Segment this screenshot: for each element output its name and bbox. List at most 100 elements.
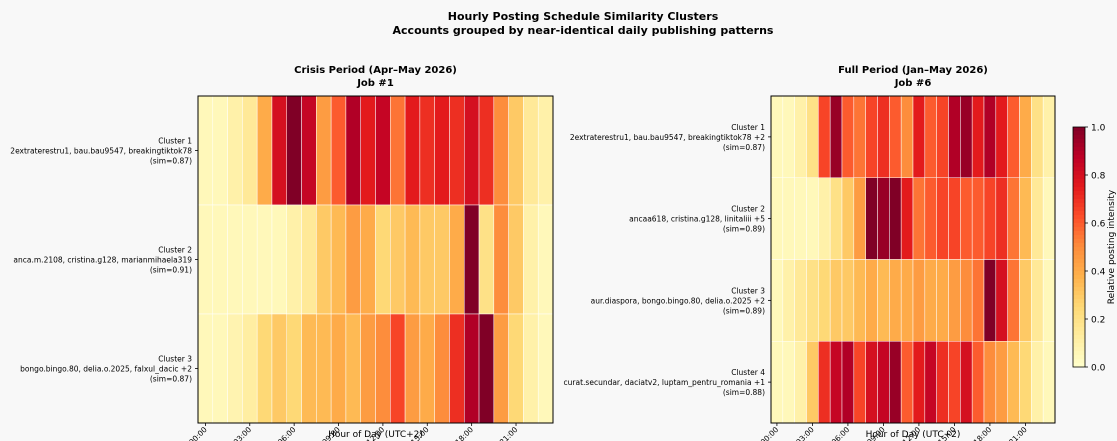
colorbar-swatch [1073, 195, 1085, 200]
heat-cell [995, 341, 1008, 424]
heat-cell [197, 204, 214, 315]
heat-cell [1031, 341, 1044, 424]
heat-cell [212, 204, 228, 315]
heat-cell [419, 204, 435, 315]
heat-cell [375, 204, 391, 315]
colorbar-swatch [1073, 251, 1085, 256]
heat-cell [995, 259, 1008, 342]
heat-cell [912, 259, 926, 342]
heat-cell [404, 95, 421, 206]
heat-cell [390, 204, 406, 315]
heat-cell [818, 341, 831, 424]
heat-cell [345, 95, 361, 206]
heat-cell [995, 95, 1008, 178]
heat-cell [478, 204, 495, 315]
heat-cell [286, 313, 302, 424]
heat-cell [829, 177, 843, 260]
axes-frame [197, 95, 554, 424]
heat-cell [345, 313, 361, 424]
heat-cell [960, 259, 973, 342]
heat-cell [256, 204, 273, 315]
heat-cell [948, 95, 961, 178]
colorbar-swatch [1073, 207, 1085, 212]
row-label: bongo.bingo.80, delia.o.2025, falxul_dac… [20, 365, 192, 374]
row-label: Cluster 1 [731, 123, 765, 132]
colorbar-swatch [1073, 295, 1085, 300]
heat-cell [316, 204, 332, 315]
heat-cell [806, 177, 819, 260]
heat-cell [1042, 259, 1056, 342]
heat-cell [971, 95, 985, 178]
heat-cell [404, 204, 421, 315]
row-label: anca.m.2108, cristina.g128, marianmihael… [13, 256, 192, 265]
colorbar-swatch [1073, 147, 1085, 152]
x-tick-label: 18:00 [453, 425, 475, 441]
colorbar-swatch [1073, 139, 1085, 144]
heat-cell [924, 95, 937, 178]
heat-cell [865, 95, 878, 178]
row-label: Cluster 2 [731, 205, 765, 214]
heat-cell [770, 341, 784, 424]
row-label: 2extraterestru1, bau.bau9547, breakingti… [570, 133, 765, 142]
figure-subtitle: Accounts grouped by near-identical daily… [393, 24, 774, 37]
colorbar-swatch [1073, 179, 1085, 184]
colorbar-swatch [1073, 299, 1085, 304]
row-label: 2extraterestru1, bau.bau9547, breakingti… [10, 147, 192, 156]
colorbar-swatch [1073, 323, 1085, 328]
colorbar-swatch [1073, 267, 1085, 272]
heat-cell [936, 177, 949, 260]
colorbar-label: Relative posting intensity [1107, 189, 1117, 304]
colorbar-swatch [1073, 287, 1085, 292]
heat-cell [853, 341, 866, 424]
heat-cell [877, 95, 890, 178]
colorbar-swatch [1073, 143, 1085, 148]
row-label: (sim=0.87) [723, 143, 765, 152]
x-tick-label: 03:00 [794, 425, 816, 441]
row-label: (sim=0.87) [150, 157, 192, 166]
heat-cell [889, 177, 902, 260]
heat-cell [227, 95, 243, 206]
heat-cell [936, 259, 949, 342]
row-label: Cluster 2 [158, 246, 192, 255]
heat-cell [286, 95, 302, 206]
axes-frame [770, 95, 1056, 424]
heat-cell [841, 259, 855, 342]
heat-cell [523, 313, 539, 424]
colorbar-swatch [1073, 263, 1085, 268]
heat-cell [523, 95, 539, 206]
colorbar-swatch [1073, 331, 1085, 336]
heat-cell [900, 177, 914, 260]
heat-cell [900, 341, 914, 424]
chart-title: Crisis Period (Apr–May 2026) [294, 65, 457, 76]
heat-cell [782, 341, 795, 424]
heat-cell [877, 177, 890, 260]
heat-cell [404, 313, 421, 424]
heat-cell [877, 341, 890, 424]
heat-cell [242, 313, 258, 424]
heat-cell [770, 95, 784, 178]
heat-cell [316, 313, 332, 424]
row-label: Cluster 4 [731, 368, 765, 377]
colorbar-swatch [1073, 239, 1085, 244]
heat-cell [806, 259, 819, 342]
heat-cell [256, 95, 273, 206]
heat-cell [1007, 95, 1020, 178]
heat-cell [375, 313, 391, 424]
colorbar-swatch [1073, 255, 1085, 260]
heat-cell [449, 95, 465, 206]
heat-cell [770, 259, 784, 342]
heat-cell [794, 259, 807, 342]
colorbar-swatch [1073, 219, 1085, 224]
heat-cell [889, 341, 902, 424]
colorbar-swatch [1073, 235, 1085, 240]
chart-title: Full Period (Jan–May 2026) [838, 65, 988, 76]
heat-cell [829, 341, 843, 424]
colorbar-swatch [1073, 131, 1085, 136]
heat-cell [1042, 341, 1056, 424]
colorbar-swatch [1073, 203, 1085, 208]
colorbar-swatch [1073, 327, 1085, 332]
heat-cell [360, 313, 376, 424]
heat-cell [449, 204, 465, 315]
row-label: (sim=0.88) [723, 388, 765, 397]
